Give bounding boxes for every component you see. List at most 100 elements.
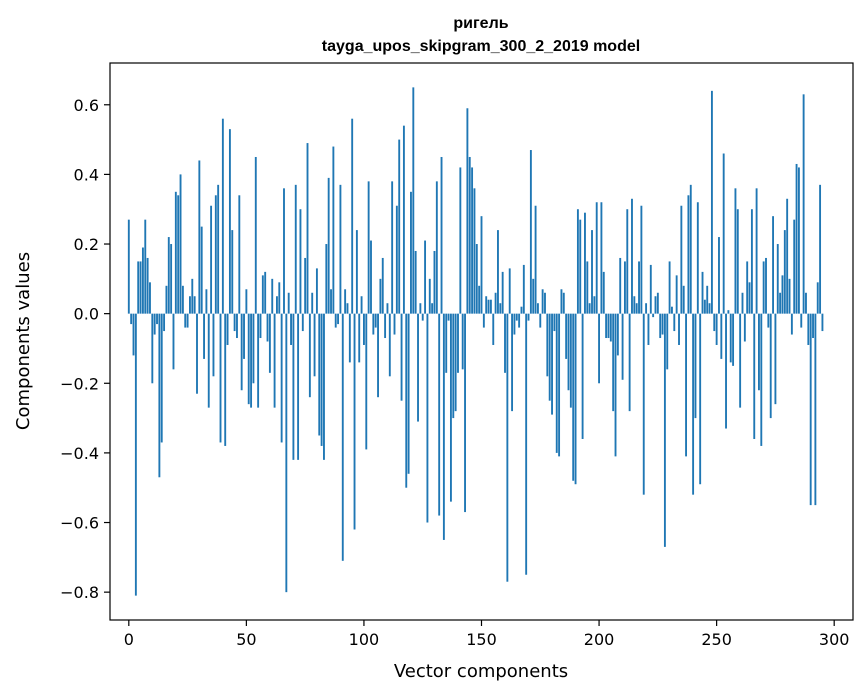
bar-184 [560, 289, 563, 314]
bar-261 [741, 292, 744, 314]
bar-7 [144, 219, 147, 314]
bar-200 [598, 313, 600, 384]
bar-2 [132, 313, 135, 356]
bar-219 [642, 313, 645, 495]
bar-260 [739, 313, 742, 408]
bar-226 [659, 313, 662, 339]
bar-149 [478, 285, 481, 314]
bar-40 [221, 118, 224, 314]
bar-91 [341, 313, 344, 561]
bar-254 [725, 313, 727, 429]
bar-138 [452, 313, 455, 419]
bar-160 [504, 313, 506, 373]
bar-185 [562, 292, 565, 314]
bar-169 [525, 313, 528, 575]
bar-199 [595, 202, 598, 314]
bar-230 [668, 261, 671, 314]
bar-203 [605, 313, 608, 339]
bar-68 [287, 292, 290, 314]
bar-195 [586, 261, 589, 314]
bar-209 [619, 257, 622, 314]
bar-151 [482, 313, 485, 328]
bar-153 [487, 299, 490, 314]
bar-100 [363, 313, 365, 345]
bar-235 [680, 205, 683, 314]
bar-162 [508, 268, 511, 314]
bar-147 [473, 188, 476, 314]
bar-170 [527, 313, 530, 321]
bar-10 [151, 313, 154, 384]
bar-51 [247, 313, 250, 405]
bar-22 [179, 174, 182, 314]
bar-93 [346, 303, 349, 314]
bar-34 [207, 313, 210, 408]
bar-135 [445, 313, 448, 373]
bar-192 [579, 219, 582, 314]
bar-291 [812, 313, 814, 339]
bar-98 [358, 313, 361, 363]
bar-67 [285, 313, 288, 593]
bar-252 [720, 313, 723, 359]
bar-274 [772, 216, 774, 314]
y-tick-label: −0.2 [60, 374, 99, 393]
bar-95 [351, 118, 354, 314]
bar-133 [440, 156, 443, 314]
bar-213 [628, 313, 631, 412]
bar-222 [649, 264, 652, 314]
bar-157 [497, 230, 499, 314]
bar-56 [259, 313, 262, 339]
bar-103 [370, 240, 372, 314]
bar-50 [245, 289, 248, 314]
bar-119 [407, 313, 410, 474]
x-tick-label: 250 [701, 630, 732, 649]
bar-126 [424, 240, 427, 314]
bar-286 [800, 313, 803, 328]
x-tick-label: 150 [466, 630, 497, 649]
bar-110 [386, 303, 389, 314]
bar-13 [158, 313, 161, 478]
bar-238 [687, 195, 690, 314]
bar-107 [379, 278, 382, 314]
bar-281 [788, 278, 791, 314]
y-axis: −0.8 −0.6 −0.4 −0.2 0.0 0.2 0.4 0.6 [60, 96, 110, 602]
bar-125 [421, 313, 424, 321]
bar-15 [163, 313, 166, 332]
bar-233 [675, 275, 678, 314]
bar-18 [170, 244, 173, 314]
bar-172 [532, 278, 535, 314]
bar-17 [167, 237, 170, 314]
bar-202 [602, 271, 605, 314]
y-tick-label: −0.6 [60, 514, 99, 533]
bar-6 [141, 247, 144, 314]
bar-63 [276, 296, 278, 314]
bar-74 [301, 313, 304, 332]
bar-241 [694, 313, 697, 419]
bar-221 [647, 313, 650, 345]
bar-83 [323, 313, 325, 460]
bar-267 [755, 188, 758, 314]
bar-232 [673, 313, 676, 332]
bar-278 [781, 275, 784, 314]
bar-84 [325, 244, 328, 314]
bar-129 [431, 303, 434, 314]
bar-257 [732, 313, 735, 366]
bar-186 [565, 313, 568, 359]
bar-52 [250, 313, 253, 408]
bar-284 [795, 163, 798, 314]
bar-207 [614, 313, 617, 457]
bar-29 [196, 313, 198, 394]
bar-8 [146, 257, 149, 314]
bar-9 [149, 282, 151, 314]
bar-43 [228, 129, 231, 314]
bar-3 [134, 313, 137, 596]
bar-54 [254, 156, 257, 314]
bar-97 [355, 230, 358, 314]
bar-168 [522, 264, 525, 314]
bar-234 [678, 313, 680, 345]
bar-282 [790, 313, 793, 335]
bar-21 [177, 195, 180, 314]
bar-70 [292, 313, 295, 460]
bar-69 [290, 313, 292, 345]
bar-182 [555, 313, 558, 453]
bar-239 [689, 184, 692, 314]
